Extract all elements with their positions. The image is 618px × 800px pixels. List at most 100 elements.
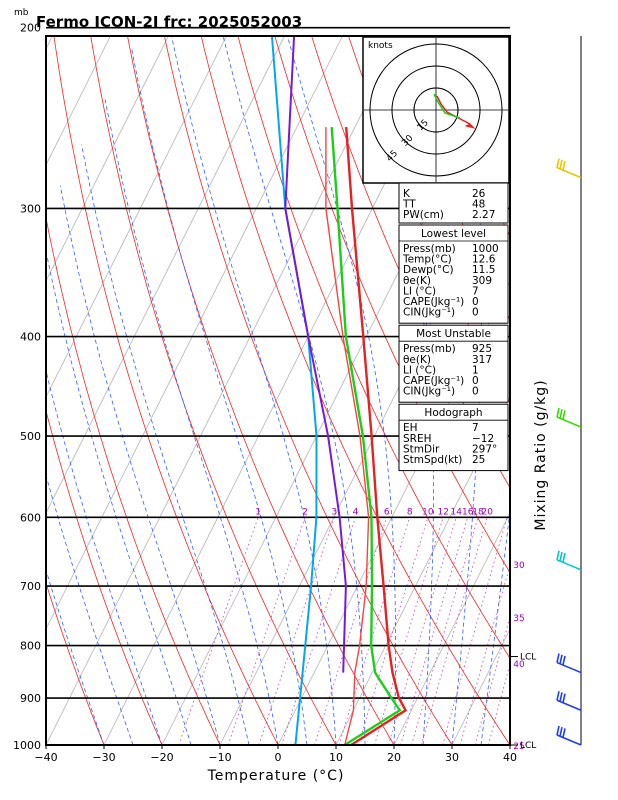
mixing-ratio-label: 4	[353, 507, 359, 517]
pressure-tick-label: 800	[20, 640, 41, 653]
isotherm	[103, 36, 459, 745]
wind-barb-flag	[556, 158, 560, 168]
temperature-axis: −40 −30 −20 −10 0 10 20 30 40	[34, 745, 517, 764]
pressure-tick-label: 500	[20, 430, 41, 443]
isotherm	[393, 512, 510, 745]
wind-barb-flag	[559, 727, 563, 737]
index-value: 48	[472, 199, 485, 211]
moist-adiabat	[81, 144, 250, 745]
wind-barb-flag	[556, 550, 560, 560]
index-value: 0	[472, 386, 479, 398]
isotherm	[46, 36, 169, 282]
mixing-ratio-label: 2	[302, 507, 308, 517]
index-label: SREH	[403, 433, 432, 445]
moist-adiabat	[509, 742, 510, 745]
isotherm	[335, 396, 510, 745]
index-label: TT	[402, 199, 416, 211]
mixing-ratio-line	[314, 517, 388, 745]
index-value: 1000	[472, 243, 499, 255]
moist-adiabat	[46, 249, 192, 745]
index-value: 0	[472, 296, 479, 308]
moist-adiabat	[131, 49, 308, 745]
profiles	[270, 36, 408, 745]
mixing-ratio-label: 12	[437, 507, 448, 517]
mixing-ratio-label: 25	[513, 742, 524, 752]
x-tick-label: −10	[208, 751, 231, 764]
moist-adiabat	[46, 568, 105, 745]
index-value: 12.6	[472, 254, 496, 266]
wind-barb-flag	[562, 160, 566, 171]
index-label: CIN(Jkg⁻¹)	[403, 386, 455, 398]
lcl-label: LCL	[520, 741, 536, 751]
mixing-ratio-label: 18	[472, 507, 484, 517]
index-value: 297°	[472, 443, 497, 455]
x-tick-label: −20	[150, 751, 173, 764]
dry-adiabat	[237, 36, 510, 660]
index-label: StmSpd(kt)	[403, 454, 462, 466]
mixing-ratio-label: 3	[331, 507, 337, 517]
x-tick-label: 30	[445, 751, 459, 764]
pressure-tick-label: 600	[20, 511, 41, 524]
wind-barb-flag	[559, 654, 563, 664]
mixing-ratio-line	[474, 615, 510, 745]
moist-adiabat	[171, 36, 337, 745]
index-value: 317	[472, 354, 492, 366]
mixing-ratio-axis-label: Mixing Ratio (g/kg)	[533, 379, 549, 530]
isotherm	[46, 36, 285, 514]
moist-adiabat	[480, 507, 510, 745]
index-heading: Hodograph	[424, 407, 482, 419]
index-value: 26	[472, 188, 486, 200]
dry-adiabat	[598, 0, 618, 767]
parcel-line	[325, 127, 370, 745]
dry-adiabat	[568, 0, 618, 767]
dry-adiabat	[46, 409, 163, 745]
isotherm	[46, 36, 343, 630]
mixing-ratio-line	[411, 517, 479, 745]
index-value: 925	[472, 343, 492, 355]
wind-barb-flag	[559, 409, 563, 419]
index-label: CIN(Jkg⁻¹)	[403, 307, 455, 319]
index-value: 2.27	[472, 209, 495, 221]
dry-adiabat	[127, 36, 395, 745]
moist-adiabat	[222, 36, 366, 745]
index-label: Press(mb)	[403, 343, 456, 355]
x-axis-label: Temperature (°C)	[207, 768, 345, 784]
index-value: 0	[472, 307, 479, 319]
pressure-tick-label: 900	[20, 692, 41, 705]
index-value: 7	[472, 285, 479, 297]
dry-adiabat	[163, 36, 453, 745]
dry-adiabat	[274, 36, 510, 574]
index-label: StmDir	[403, 443, 440, 455]
index-value: 0	[472, 375, 479, 387]
wind-barb-shaft	[556, 734, 582, 746]
moist-adiabat	[59, 185, 221, 745]
wind-barb-shaft	[556, 661, 582, 674]
index-label: EH	[403, 422, 418, 434]
mixing-ratio-label: 40	[513, 660, 525, 670]
pressure-tick-label: 700	[20, 580, 41, 593]
index-label: LI (°C)	[403, 364, 436, 376]
index-label: LI (°C)	[403, 285, 436, 297]
dry-adiabat	[200, 36, 510, 745]
wet-bulb-line	[284, 36, 347, 673]
mixing-ratio-label: 30	[513, 561, 525, 571]
isotherm	[0, 0, 153, 745]
dry-adiabat	[46, 581, 105, 745]
isotherm	[46, 36, 53, 50]
dry-adiabat	[90, 36, 337, 745]
mixing-ratio-label: 20	[481, 507, 493, 517]
mixing-ratio-label: 10	[422, 507, 434, 517]
x-tick-label: −40	[34, 751, 57, 764]
index-value: 1	[472, 364, 479, 376]
dewpoint-line	[330, 127, 402, 745]
mixing-ratio-line	[459, 563, 510, 745]
index-value: −12	[472, 433, 494, 445]
index-box	[398, 182, 509, 224]
dry-adiabat	[538, 0, 618, 767]
chart-title: Fermo ICON-2I frc: 2025052003	[36, 13, 302, 31]
wind-barb	[556, 691, 582, 711]
